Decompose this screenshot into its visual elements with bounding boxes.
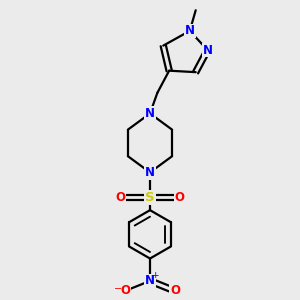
Text: −: − bbox=[114, 284, 122, 295]
Text: +: + bbox=[152, 271, 159, 280]
Text: N: N bbox=[145, 166, 155, 179]
Text: O: O bbox=[116, 191, 125, 204]
Text: N: N bbox=[145, 107, 155, 120]
Text: N: N bbox=[185, 24, 195, 38]
Text: O: O bbox=[120, 284, 130, 298]
Text: N: N bbox=[145, 274, 155, 287]
Text: S: S bbox=[145, 191, 155, 204]
Text: O: O bbox=[170, 284, 180, 298]
Text: O: O bbox=[175, 191, 184, 204]
Text: N: N bbox=[202, 44, 212, 56]
